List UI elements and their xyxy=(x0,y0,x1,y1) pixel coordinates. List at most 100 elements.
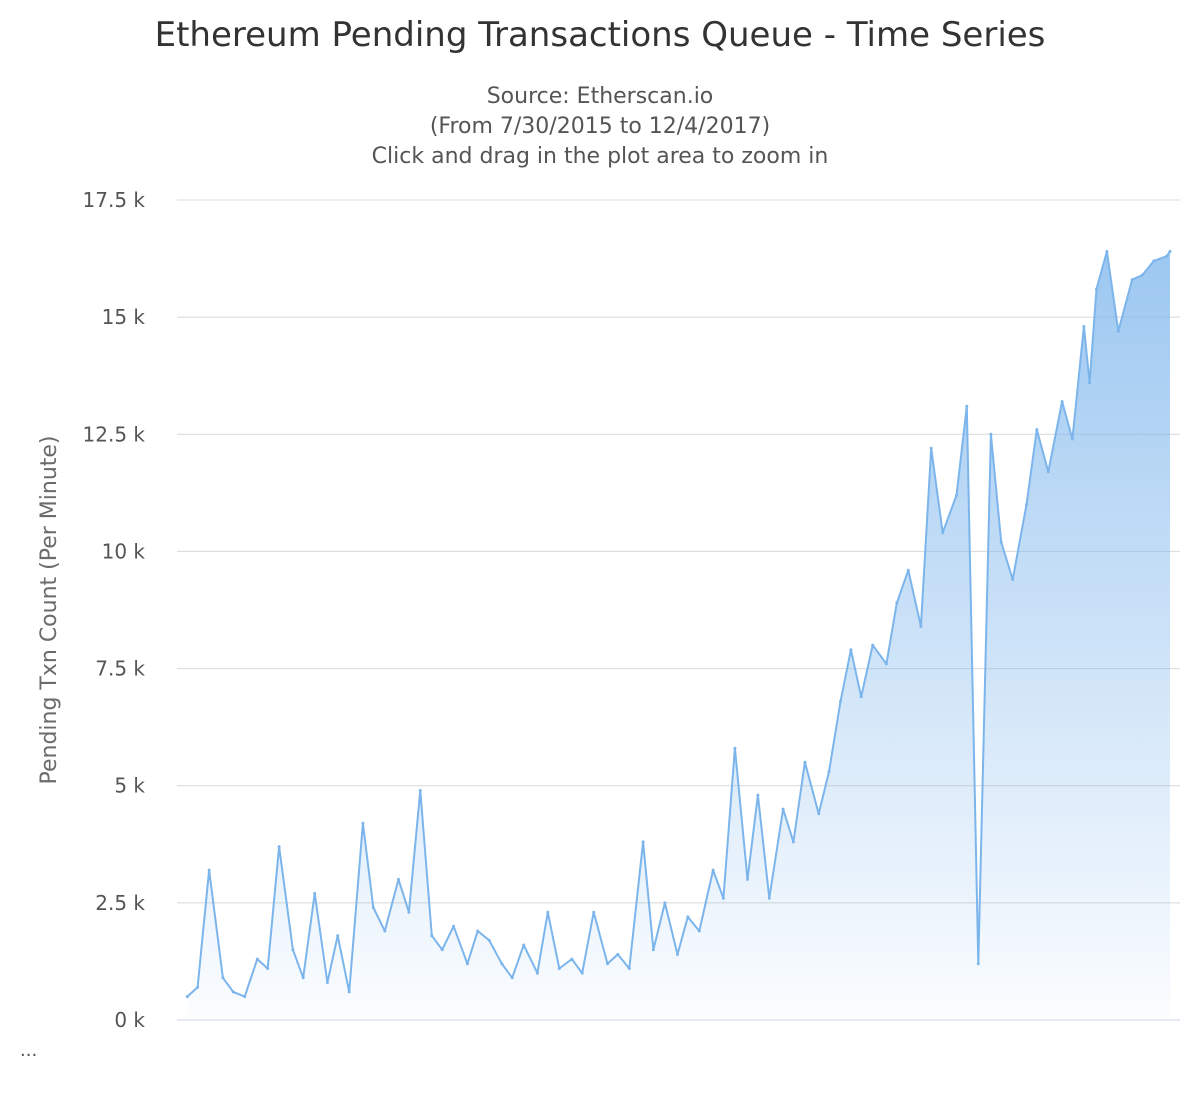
data-point[interactable] xyxy=(756,793,760,797)
y-tick-label: 5 k xyxy=(114,774,145,798)
data-point[interactable] xyxy=(570,957,574,961)
data-point[interactable] xyxy=(697,929,701,933)
chart-title: Ethereum Pending Transactions Queue - Ti… xyxy=(155,15,1046,55)
data-point[interactable] xyxy=(546,910,550,914)
data-point[interactable] xyxy=(465,962,469,966)
data-point[interactable] xyxy=(185,995,189,999)
data-point[interactable] xyxy=(803,760,807,764)
data-point[interactable] xyxy=(817,812,821,816)
data-point[interactable] xyxy=(1046,470,1050,474)
data-point[interactable] xyxy=(1025,503,1028,507)
data-point[interactable] xyxy=(452,924,456,928)
data-point[interactable] xyxy=(1095,287,1098,291)
data-point[interactable] xyxy=(221,976,225,980)
data-point[interactable] xyxy=(849,648,853,652)
gridlines xyxy=(177,199,1180,904)
data-point[interactable] xyxy=(1152,259,1156,263)
data-point[interactable] xyxy=(1011,578,1015,581)
data-point[interactable] xyxy=(616,952,620,956)
data-point[interactable] xyxy=(1116,329,1120,333)
data-point[interactable] xyxy=(1105,250,1109,253)
data-point[interactable] xyxy=(827,770,831,774)
data-point[interactable] xyxy=(651,948,655,952)
data-point[interactable] xyxy=(231,990,235,994)
y-tick-label: 2.5 k xyxy=(95,891,145,915)
data-point[interactable] xyxy=(663,901,667,905)
data-point[interactable] xyxy=(592,910,596,914)
data-point[interactable] xyxy=(721,896,725,900)
data-point[interactable] xyxy=(1082,325,1086,328)
data-point[interactable] xyxy=(522,943,526,947)
data-point[interactable] xyxy=(407,910,411,914)
data-point[interactable] xyxy=(277,845,281,849)
data-point[interactable] xyxy=(397,877,400,881)
chart-subtitle-hint: Click and drag in the plot area to zoom … xyxy=(372,144,829,169)
data-point[interactable] xyxy=(839,699,842,703)
data-point[interactable] xyxy=(476,929,480,933)
data-point[interactable] xyxy=(371,906,375,909)
series-layer[interactable] xyxy=(185,250,1172,1020)
data-point[interactable] xyxy=(291,948,295,952)
data-point[interactable] xyxy=(500,962,504,966)
data-point[interactable] xyxy=(510,976,514,980)
data-point[interactable] xyxy=(255,957,259,961)
data-point[interactable] xyxy=(1070,437,1074,441)
data-point[interactable] xyxy=(884,662,888,666)
data-point[interactable] xyxy=(301,976,305,980)
data-point[interactable] xyxy=(871,643,875,647)
data-point[interactable] xyxy=(266,967,270,970)
data-point[interactable] xyxy=(243,995,247,999)
data-point[interactable] xyxy=(325,981,329,984)
data-point[interactable] xyxy=(906,568,910,572)
data-point[interactable] xyxy=(336,934,340,938)
data-point[interactable] xyxy=(535,971,539,975)
data-point[interactable] xyxy=(686,915,690,919)
data-point[interactable] xyxy=(746,877,749,881)
chart-subtitle-range: (From 7/30/2015 to 12/4/2017) xyxy=(430,114,770,139)
data-point[interactable] xyxy=(487,938,491,942)
data-point[interactable] xyxy=(1035,428,1039,432)
data-point[interactable] xyxy=(627,967,631,970)
data-point[interactable] xyxy=(1060,400,1064,403)
chart-subtitle-source: Source: Etherscan.io xyxy=(487,84,714,109)
data-point[interactable] xyxy=(965,404,969,408)
data-point[interactable] xyxy=(606,962,609,966)
data-point[interactable] xyxy=(999,540,1003,544)
data-point[interactable] xyxy=(580,971,584,975)
data-point[interactable] xyxy=(557,967,561,970)
data-point[interactable] xyxy=(859,695,863,699)
data-point[interactable] xyxy=(347,990,351,994)
menu-ellipsis[interactable]: ... xyxy=(20,1040,38,1061)
data-point[interactable] xyxy=(941,531,945,535)
data-point[interactable] xyxy=(313,892,317,895)
y-axis-ticks: 0 k 2.5 k 5 k 7.5 k 10 k 12.5 k 15 k 17.5 k xyxy=(83,188,146,1032)
data-point[interactable] xyxy=(196,985,200,989)
data-point[interactable] xyxy=(929,446,933,450)
data-point[interactable] xyxy=(207,868,211,872)
data-point[interactable] xyxy=(440,948,444,952)
data-point[interactable] xyxy=(791,840,795,844)
data-point[interactable] xyxy=(1140,273,1144,277)
data-point[interactable] xyxy=(676,952,679,956)
series-area xyxy=(187,251,1171,1020)
data-point[interactable] xyxy=(895,601,899,605)
data-point[interactable] xyxy=(955,493,958,497)
data-point[interactable] xyxy=(430,934,434,938)
data-point[interactable] xyxy=(641,840,645,844)
data-point[interactable] xyxy=(767,896,771,900)
data-point[interactable] xyxy=(1130,278,1134,282)
data-point[interactable] xyxy=(711,868,715,872)
data-point[interactable] xyxy=(781,807,785,811)
data-point[interactable] xyxy=(919,624,923,628)
data-point[interactable] xyxy=(1088,381,1092,385)
data-point[interactable] xyxy=(1165,254,1169,258)
data-point[interactable] xyxy=(976,962,980,966)
data-point[interactable] xyxy=(733,746,737,750)
data-point[interactable] xyxy=(361,821,365,825)
data-point[interactable] xyxy=(1168,250,1172,253)
data-point[interactable] xyxy=(418,788,422,792)
y-tick-label: 12.5 k xyxy=(83,422,146,446)
data-point[interactable] xyxy=(383,929,387,933)
data-point[interactable] xyxy=(989,432,993,436)
